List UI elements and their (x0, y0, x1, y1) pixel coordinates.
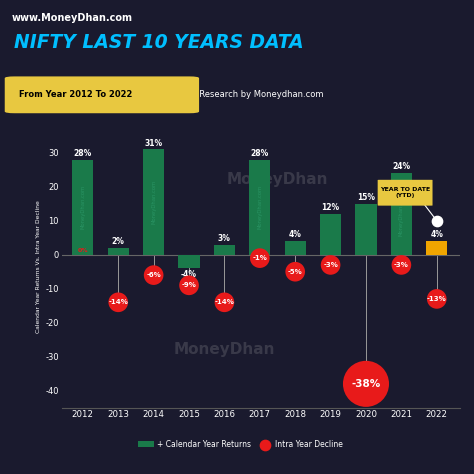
Text: MoneyDhan: MoneyDhan (173, 342, 275, 357)
Y-axis label: Calendar Year Returns Vs. Intra Year Decline: Calendar Year Returns Vs. Intra Year Dec… (36, 200, 41, 333)
Text: MoneyDhan.com: MoneyDhan.com (151, 180, 156, 224)
Text: -4%: -4% (181, 270, 197, 279)
Text: 4%: 4% (430, 230, 443, 239)
Text: MoneyDhan: MoneyDhan (227, 173, 328, 188)
Text: 28%: 28% (251, 149, 269, 158)
Point (150, 271, 157, 279)
Point (256, 255, 264, 262)
Text: MoneyDhan.com: MoneyDhan.com (399, 192, 404, 236)
Point (398, 261, 405, 269)
Bar (249, 160, 271, 255)
Text: 31%: 31% (145, 139, 163, 148)
Text: -5%: -5% (288, 269, 302, 275)
Text: -9%: -9% (182, 283, 196, 288)
Bar (356, 204, 377, 255)
Text: 24%: 24% (392, 163, 410, 172)
Point (327, 261, 334, 269)
Text: 2%: 2% (112, 237, 125, 246)
Text: YEAR TO DATE
(YTD): YEAR TO DATE (YTD) (380, 187, 430, 198)
Bar (72, 160, 93, 255)
Bar (108, 248, 129, 255)
Bar (391, 173, 412, 255)
Text: Research by Moneydhan.com: Research by Moneydhan.com (194, 91, 324, 100)
Text: 15%: 15% (357, 193, 375, 202)
Bar (426, 241, 447, 255)
Text: 4%: 4% (289, 230, 301, 239)
Text: -6%: -6% (146, 272, 161, 278)
Text: -1%: -1% (252, 255, 267, 261)
Text: -14%: -14% (215, 299, 234, 305)
Point (433, 217, 440, 225)
Point (114, 299, 122, 306)
Text: -13%: -13% (427, 296, 447, 302)
Text: -3%: -3% (323, 262, 338, 268)
Bar (284, 241, 306, 255)
Text: MoneyDhan.com: MoneyDhan.com (81, 185, 85, 229)
Text: -14%: -14% (109, 299, 128, 305)
Point (362, 380, 370, 388)
FancyBboxPatch shape (5, 76, 199, 113)
Text: 12%: 12% (321, 203, 340, 212)
Text: 28%: 28% (74, 149, 92, 158)
Bar (143, 149, 164, 255)
Point (220, 299, 228, 306)
Bar (178, 255, 200, 268)
Text: NIFTY LAST 10 YEARS DATA: NIFTY LAST 10 YEARS DATA (14, 33, 304, 52)
Text: -38%: -38% (351, 379, 381, 389)
Text: MoneyDhan.com: MoneyDhan.com (257, 185, 262, 229)
Point (433, 295, 440, 303)
Bar (320, 214, 341, 255)
Text: From Year 2012 To 2022: From Year 2012 To 2022 (19, 91, 132, 100)
Bar (214, 245, 235, 255)
Point (185, 282, 193, 289)
FancyBboxPatch shape (378, 180, 433, 206)
Text: 3%: 3% (218, 234, 231, 243)
Point (292, 268, 299, 275)
Text: -3%: -3% (394, 262, 409, 268)
Text: www.MoneyDhan.com: www.MoneyDhan.com (12, 13, 133, 23)
Text: 0%: 0% (78, 248, 88, 253)
Legend: + Calendar Year Returns, Intra Year Decline: + Calendar Year Returns, Intra Year Decl… (136, 437, 346, 452)
